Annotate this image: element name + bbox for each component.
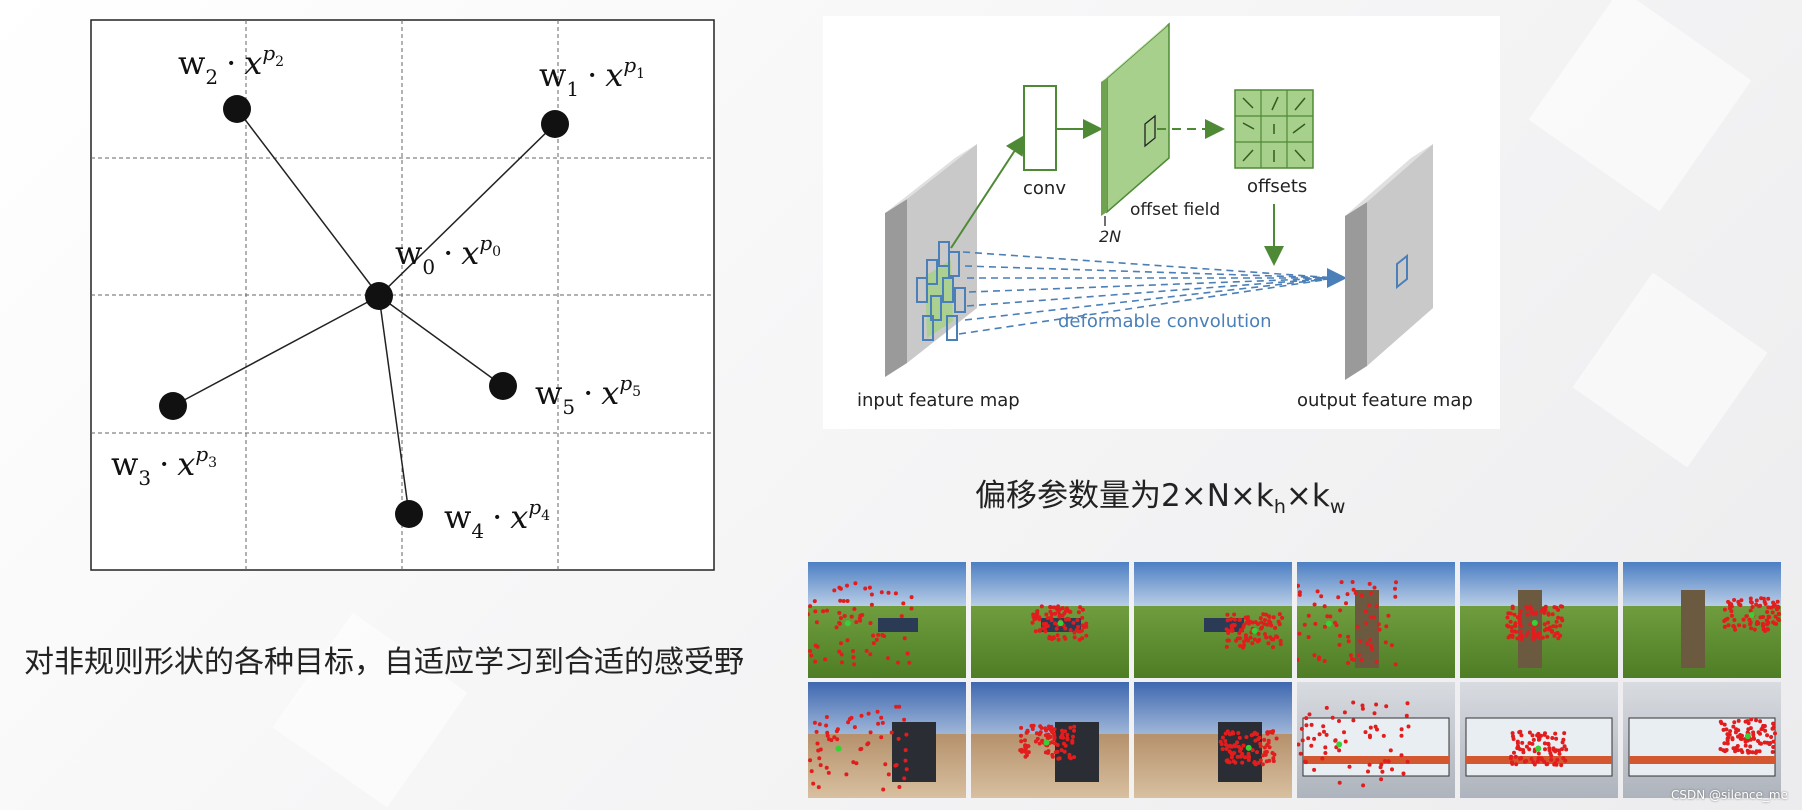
sampling-example-image [1297, 562, 1455, 678]
input-feature-map [885, 144, 977, 377]
sampling-example-image [1623, 562, 1781, 678]
node-label-w2: w2 · xp2 [178, 41, 284, 89]
sampling-example-image [971, 682, 1129, 798]
sampling-example-image [808, 682, 966, 798]
input-to-conv-arrow [950, 134, 1026, 249]
deformable-convolution-diagram: conv offset field 2N offsets deformable … [823, 16, 1500, 429]
offset-field-label: offset field [1130, 200, 1220, 220]
node-label-w0: w0 · xp0 [395, 231, 501, 279]
offset-vectors [1242, 96, 1306, 162]
offsets-grid [1234, 89, 1314, 169]
sampling-example-image [1134, 562, 1292, 678]
node-labels: w0 · xp0 w1 · xp1 w2 · xp2 w3 · xp3 w4 · xp4 w5 · xp… [111, 41, 645, 543]
node-label-w5: w5 · xp5 [535, 371, 641, 419]
watermark: CSDN @silence_me [1671, 788, 1788, 802]
sampling-example-image [1460, 562, 1618, 678]
offset-parameter-formula: 偏移参数量为2×N×kh×kw [975, 478, 1346, 519]
node-label-w4: w4 · xp4 [444, 495, 550, 543]
node-dot-w4 [395, 500, 423, 528]
node-dot-w2 [223, 95, 251, 123]
sampling-grid-diagram: w0 · xp0 w1 · xp1 w2 · xp2 w3 · xp3 w4 · xp4 w5 · xp… [90, 19, 715, 571]
two-n-label: 2N [1099, 227, 1121, 246]
sampling-example-image [1297, 682, 1455, 798]
deformable-convolution-label: deformable convolution [1058, 311, 1272, 332]
receptive-field-caption: 对非规则形状的各种目标，自适应学习到合适的感受野 [24, 645, 744, 680]
link-w5 [378, 295, 504, 387]
sampling-example-image [1460, 682, 1618, 798]
background-shard [1528, 0, 1752, 212]
output-feature-map [1345, 144, 1433, 380]
output-feature-map-label: output feature map [1297, 390, 1473, 411]
conv-label: conv [1023, 178, 1066, 199]
sampling-example-image [971, 562, 1129, 678]
sampling-points [916, 241, 966, 341]
sampling-example-image [808, 562, 966, 678]
output-location [1396, 253, 1408, 290]
link-w2 [236, 108, 380, 297]
link-w1 [378, 123, 556, 297]
node-dot-w5 [489, 372, 517, 400]
node-links [172, 108, 556, 515]
offsets-label: offsets [1247, 176, 1307, 197]
deformable-sampling-lines [958, 251, 1338, 335]
offset-field [1101, 22, 1170, 216]
input-feature-map-label: input feature map [857, 390, 1020, 411]
link-w3 [172, 295, 380, 407]
sampling-example-image [1134, 682, 1292, 798]
sampling-example-image [1623, 682, 1781, 798]
node-dot-w1 [541, 110, 569, 138]
link-w4 [378, 295, 410, 515]
node-label-w3: w3 · xp3 [111, 442, 217, 490]
background-shard [1572, 272, 1768, 468]
conv-box [1023, 85, 1057, 171]
sampling-examples-grid [808, 562, 1785, 798]
node-dot-w3 [159, 392, 187, 420]
node-dot-w0 [365, 282, 393, 310]
node-label-w1: w1 · xp1 [539, 53, 645, 101]
node-dots [159, 95, 569, 528]
